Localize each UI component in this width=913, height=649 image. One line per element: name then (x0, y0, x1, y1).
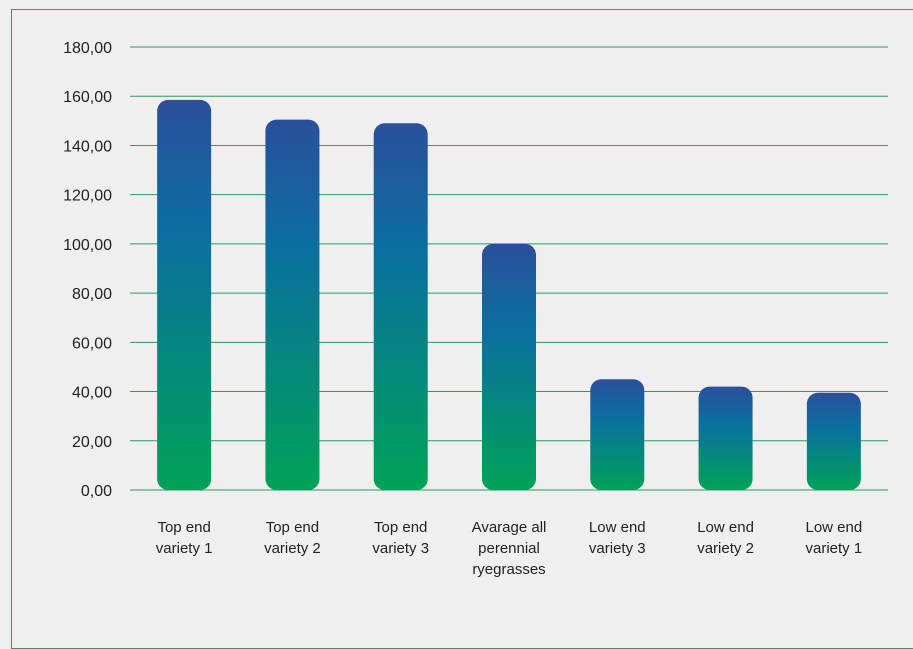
x-category-label: variety 2 (697, 540, 754, 557)
x-category-label: variety 3 (589, 540, 646, 557)
x-category-label: ryegrasses (472, 561, 545, 578)
y-tick-label: 100,00 (63, 237, 112, 254)
y-tick-label: 120,00 (63, 188, 112, 205)
x-category-label: variety 2 (264, 540, 321, 557)
bar (373, 123, 428, 491)
bar (590, 379, 645, 490)
y-tick-label: 180,00 (63, 40, 112, 57)
x-category-label: perennial (478, 540, 540, 557)
x-category-label: Low end (805, 519, 862, 536)
bar (157, 99, 212, 491)
y-tick-label: 160,00 (63, 89, 112, 106)
x-category-label: Top end (266, 519, 319, 536)
y-axis-ticks: 0,00 20,00 40,00 60,00 80,00 100,00 120,00 140,… (63, 40, 112, 500)
bar (265, 119, 320, 490)
x-category-label: Low end (697, 519, 754, 536)
bar (482, 243, 536, 490)
x-axis-labels: Top end variety 1 Top end variety 2 Top end v… (156, 519, 862, 578)
y-tick-label: 60,00 (72, 335, 112, 352)
bars (157, 99, 861, 491)
y-tick-label: 80,00 (72, 286, 112, 303)
x-category-label: Low end (589, 519, 646, 536)
x-category-label: Top end (374, 519, 427, 536)
x-category-label: Avarage all (472, 519, 547, 536)
bar (698, 386, 753, 490)
y-tick-label: 140,00 (63, 138, 112, 155)
y-tick-label: 0,00 (81, 483, 112, 500)
bar (806, 392, 861, 490)
x-category-label: variety 3 (372, 540, 429, 557)
bar-chart: 0,00 20,00 40,00 60,00 80,00 100,00 120,00 140,… (63, 40, 888, 578)
x-category-label: variety 1 (156, 540, 213, 557)
x-category-label: Top end (157, 519, 210, 536)
y-tick-label: 20,00 (72, 434, 112, 451)
y-tick-label: 40,00 (72, 385, 112, 402)
x-category-label: variety 1 (806, 540, 863, 557)
